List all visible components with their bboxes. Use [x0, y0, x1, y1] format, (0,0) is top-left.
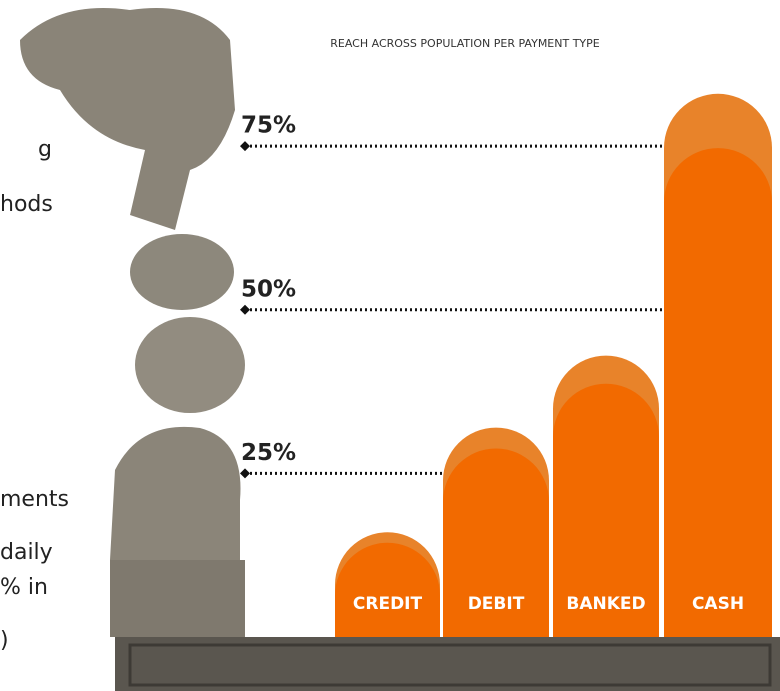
side-text: ments [0, 487, 69, 512]
y-tick-label: 50% [241, 276, 296, 302]
y-tick-label: 25% [241, 440, 296, 466]
tick-marker [240, 305, 250, 315]
side-text: % in [0, 575, 48, 600]
side-text: daily [0, 540, 53, 565]
side-text: g [38, 137, 52, 162]
tick-marker [240, 468, 250, 478]
chart-title: REACH ACROSS POPULATION PER PAYMENT TYPE [330, 37, 600, 50]
tick-marker [240, 141, 250, 151]
x-tick-label: BANKED [566, 594, 645, 614]
side-text: hods [0, 192, 53, 217]
x-tick-label: CREDIT [353, 594, 423, 614]
x-tick-label: DEBIT [468, 594, 525, 614]
bar-shade [664, 148, 772, 637]
y-tick-label: 75% [241, 113, 296, 139]
infographic: REACH ACROSS POPULATION PER PAYMENT TYPE… [0, 0, 780, 691]
side-text: ) [0, 628, 9, 653]
x-tick-label: CASH [692, 594, 744, 614]
